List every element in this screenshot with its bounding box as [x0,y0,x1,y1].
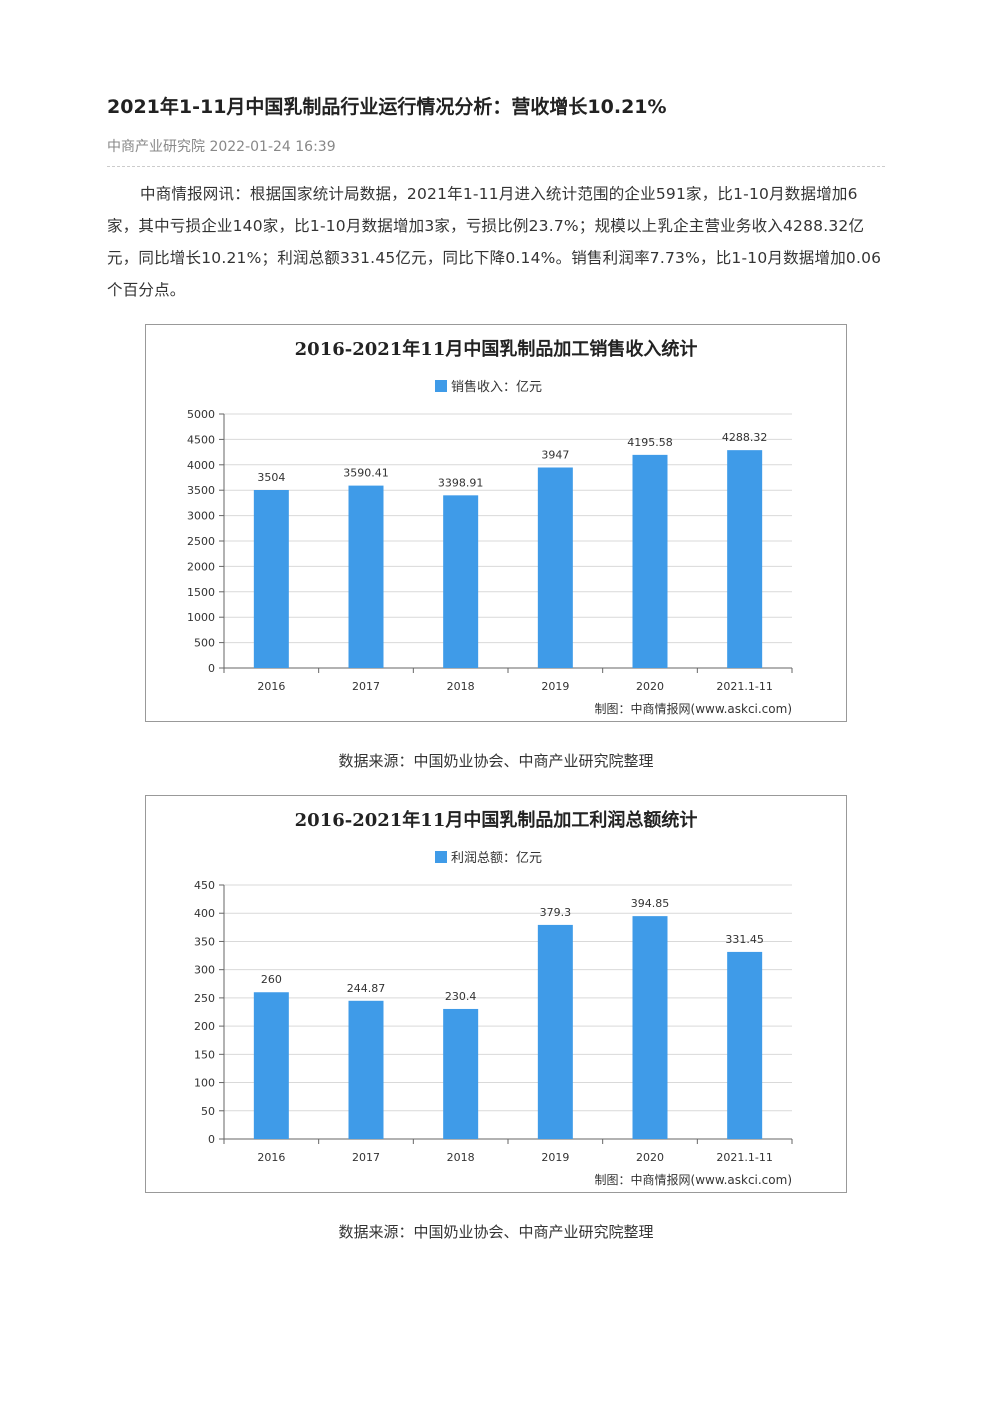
data-label: 3590.41 [343,467,389,480]
chart-caption-1: 数据来源：中国奶业协会、中商产业研究院整理 [338,752,654,770]
data-label: 331.45 [725,933,764,946]
legend-label: 销售收入：亿元 [451,379,542,395]
revenue-chart: 2016-2021年11月中国乳制品加工销售收入统计销售收入：亿元 0 500 100… [145,324,847,722]
article-paragraph: 中商情报网讯：根据国家统计局数据，2021年1-11月进入统计范围的企业591家… [107,185,882,299]
data-label: 244.87 [347,982,386,995]
bar [727,450,763,668]
chart-credit: 制图：中商情报网(www.askci.com) [595,701,792,716]
x-tick-label: 2018 [447,1151,475,1164]
x-tick-label: 2018 [447,680,475,693]
x-tick-label: 2019 [541,680,569,693]
article-meta: 中商产业研究院 2022-01-24 16:39 [107,139,336,155]
data-label: 394.85 [631,897,670,910]
x-tick-label: 2021.1-11 [716,1151,772,1164]
profit-chart: 2016-2021年11月中国乳制品加工利润总额统计利润总额：亿元 0 50 100 1… [145,795,847,1193]
y-tick-label: 0 [208,1133,215,1146]
x-tick-label: 2020 [636,680,664,693]
x-tick-label: 2020 [636,1151,664,1164]
y-tick-label: 150 [194,1048,215,1061]
legend-swatch [435,380,447,392]
y-tick-label: 2500 [187,535,215,548]
y-tick-label: 250 [194,992,215,1005]
bar [537,467,573,668]
data-label: 4195.58 [627,436,673,449]
bar [253,489,289,668]
data-label: 3398.91 [438,476,484,489]
bar [632,454,668,668]
y-tick-label: 1500 [187,586,215,599]
x-tick-label: 2016 [257,1151,285,1164]
x-tick-label: 2021.1-11 [716,680,772,693]
data-label: 260 [261,973,282,986]
y-tick-label: 3500 [187,484,215,497]
y-tick-label: 4500 [187,433,215,446]
bar [537,924,573,1139]
y-tick-label: 50 [201,1105,215,1118]
y-tick-label: 0 [208,662,215,675]
legend-swatch [435,851,447,863]
y-tick-label: 350 [194,935,215,948]
y-tick-label: 300 [194,964,215,977]
legend-label: 利润总额：亿元 [451,851,542,866]
x-tick-label: 2019 [541,1151,569,1164]
data-label: 3504 [257,471,285,484]
data-label: 230.4 [445,990,477,1003]
bar [727,951,763,1139]
y-tick-label: 450 [194,879,215,892]
y-tick-label: 2000 [187,560,215,573]
data-label: 379.3 [540,906,572,919]
y-tick-label: 5000 [187,408,215,421]
x-tick-label: 2016 [257,680,285,693]
y-tick-label: 500 [194,637,215,650]
y-tick-label: 4000 [187,459,215,472]
chart-credit: 制图：中商情报网(www.askci.com) [595,1172,792,1187]
y-tick-label: 3000 [187,510,215,523]
divider [107,166,885,167]
bar [348,485,384,668]
x-tick-label: 2017 [352,1151,380,1164]
x-tick-label: 2017 [352,680,380,693]
bar [632,916,668,1139]
chart-title: 2016-2021年11月中国乳制品加工销售收入统计 [295,338,698,360]
data-label: 4288.32 [722,431,768,444]
chart-caption-2: 数据来源：中国奶业协会、中商产业研究院整理 [338,1223,654,1241]
bar [253,992,289,1139]
bar [348,1000,384,1139]
y-tick-label: 400 [194,907,215,920]
y-tick-label: 200 [194,1020,215,1033]
y-tick-label: 1000 [187,611,215,624]
article-title: 2021年1-11月中国乳制品行业运行情况分析：营收增长10.21% [107,96,667,118]
data-label: 3947 [541,448,569,461]
chart-title: 2016-2021年11月中国乳制品加工利润总额统计 [295,809,698,831]
bar [443,495,479,668]
y-tick-label: 100 [194,1077,215,1090]
bar [443,1008,479,1139]
